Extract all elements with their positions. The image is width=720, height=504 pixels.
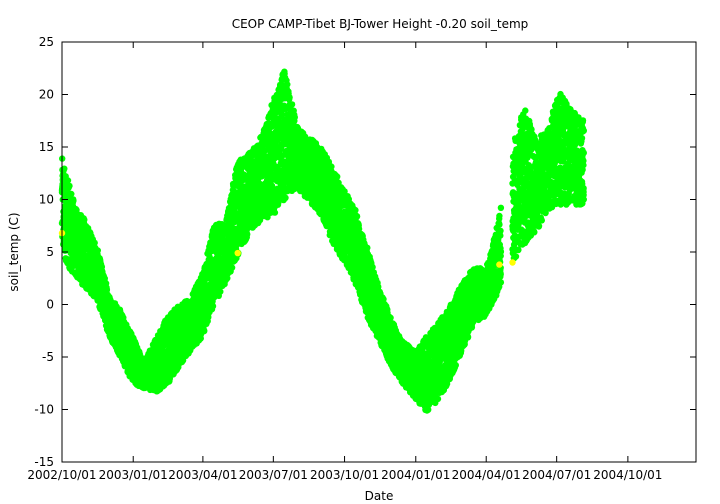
data-point — [284, 81, 291, 88]
data-point — [66, 182, 73, 190]
data-point — [369, 263, 376, 271]
data-point — [282, 194, 289, 201]
data-point — [364, 244, 371, 252]
series-main — [58, 68, 587, 414]
data-point — [244, 231, 251, 238]
data-point — [94, 247, 102, 254]
data-point — [353, 213, 361, 220]
chart-title: CEOP CAMP-Tibet BJ-Tower Height -0.20 so… — [232, 17, 529, 31]
data-point — [217, 288, 224, 295]
data-point — [205, 314, 212, 321]
data-point — [334, 173, 341, 180]
data-point — [98, 263, 106, 271]
data-point — [288, 101, 296, 108]
data-point — [81, 216, 88, 223]
data-point — [70, 197, 77, 204]
data-point — [68, 190, 75, 198]
data-point — [91, 239, 98, 247]
data-point — [201, 327, 208, 335]
data-point — [228, 264, 236, 271]
data-point — [103, 286, 111, 294]
data-point — [286, 94, 293, 101]
data-point — [61, 165, 68, 172]
data-point — [64, 177, 72, 184]
data-point — [271, 209, 279, 216]
data-point — [209, 302, 217, 310]
plot-area — [58, 68, 587, 414]
data-point — [291, 114, 298, 121]
data-point — [224, 275, 231, 282]
